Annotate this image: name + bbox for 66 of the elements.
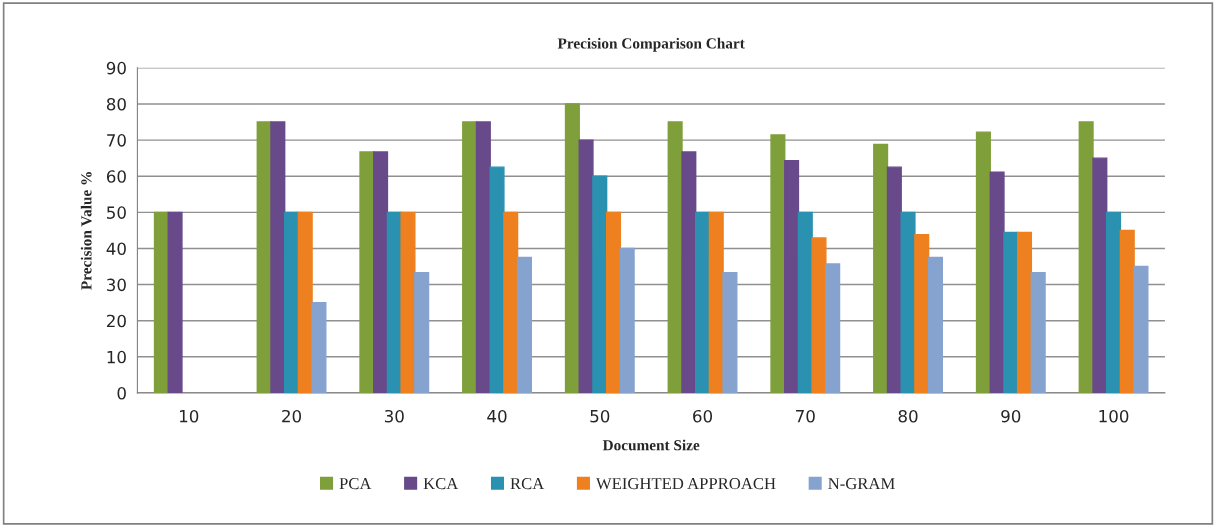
bar bbox=[694, 211, 711, 393]
x-tick-label: 20 bbox=[282, 409, 302, 423]
legend-label: RCA bbox=[510, 478, 545, 490]
y-tick-label: 80 bbox=[106, 97, 126, 111]
bar bbox=[400, 211, 416, 393]
x-tick-label: 50 bbox=[590, 409, 610, 423]
x-axis-title: Document Size bbox=[602, 439, 700, 451]
x-tick-label: 40 bbox=[487, 409, 507, 423]
bar bbox=[825, 263, 841, 393]
bar bbox=[927, 256, 943, 393]
bar bbox=[503, 211, 519, 393]
y-tick-label: 10 bbox=[107, 350, 126, 364]
x-tick-label: 30 bbox=[384, 409, 404, 423]
bar bbox=[605, 211, 622, 393]
chart-title: Precision Comparison Chart bbox=[557, 37, 745, 52]
bar bbox=[770, 134, 786, 393]
bar bbox=[784, 159, 800, 393]
legend-label: WEIGHTED APPROACH bbox=[595, 478, 776, 490]
bar bbox=[1133, 265, 1149, 393]
bar bbox=[1016, 231, 1033, 393]
bar bbox=[1003, 231, 1019, 393]
bar bbox=[1106, 211, 1122, 393]
bar bbox=[681, 151, 697, 393]
bar bbox=[592, 175, 608, 393]
bar bbox=[153, 211, 169, 393]
x-tick-label: 100 bbox=[1099, 409, 1129, 423]
y-tick-label: 40 bbox=[106, 242, 126, 256]
bar bbox=[811, 237, 827, 393]
y-tick-label: 20 bbox=[107, 314, 126, 328]
y-tick-label: 30 bbox=[107, 278, 126, 292]
bar bbox=[564, 103, 580, 393]
bar bbox=[989, 171, 1005, 393]
bar bbox=[708, 211, 724, 393]
bar bbox=[270, 121, 286, 393]
bar bbox=[619, 247, 635, 393]
legend-label: N-GRAM bbox=[828, 478, 895, 490]
bar bbox=[886, 166, 902, 393]
legend-label: PCA bbox=[339, 478, 372, 490]
y-tick-label: 0 bbox=[117, 386, 126, 400]
y-tick-label: 90 bbox=[106, 61, 126, 75]
x-tick-label: 90 bbox=[1001, 409, 1021, 423]
y-tick-label: 50 bbox=[107, 206, 126, 219]
bar bbox=[489, 166, 505, 393]
bar bbox=[1030, 271, 1046, 393]
y-tick-label: 70 bbox=[107, 134, 126, 147]
x-tick-label: 80 bbox=[898, 409, 918, 423]
bar bbox=[516, 256, 532, 393]
bar bbox=[359, 151, 375, 393]
x-tick-label: 60 bbox=[693, 409, 713, 423]
bar bbox=[283, 211, 300, 393]
x-tick-label: 10 bbox=[180, 409, 199, 423]
bar bbox=[462, 121, 478, 393]
bar bbox=[914, 234, 930, 393]
x-tick-label: 70 bbox=[796, 409, 815, 423]
y-axis-title: Precision Value % bbox=[80, 172, 92, 290]
bar bbox=[297, 211, 313, 393]
bar bbox=[722, 271, 738, 393]
bar bbox=[373, 151, 389, 393]
legend-label: KCA bbox=[423, 478, 459, 490]
bar bbox=[167, 211, 183, 393]
bar bbox=[873, 143, 889, 393]
bar bbox=[1092, 157, 1108, 393]
bar bbox=[975, 131, 991, 393]
y-tick-label: 60 bbox=[106, 170, 126, 183]
bar bbox=[311, 301, 327, 393]
bar bbox=[414, 271, 430, 393]
